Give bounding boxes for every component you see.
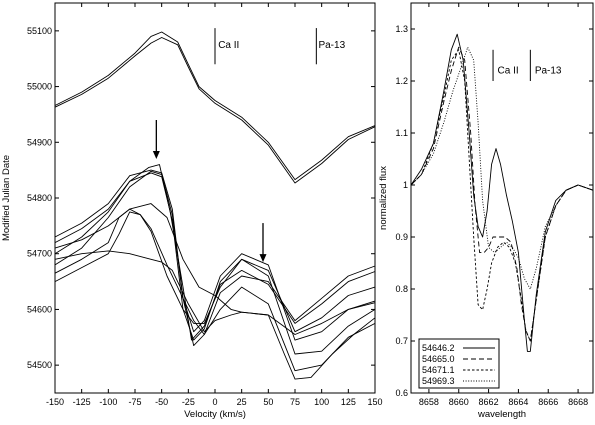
right-series-line-2 <box>410 46 594 342</box>
left-series-line-3 <box>54 164 376 341</box>
left-series-line-4 <box>54 169 376 347</box>
right-y-tick-label: 0.6 <box>395 388 408 398</box>
legend-label-1: 54646.2 <box>422 343 455 353</box>
left-x-tick-label: 125 <box>341 397 356 407</box>
right-y-tick-label: 0.8 <box>395 284 408 294</box>
right-x-tick-label: 8660 <box>449 397 469 407</box>
legend-label-3: 54671.1 <box>422 365 455 375</box>
left-x-axis-label: Velocity (km/s) <box>184 409 246 420</box>
right-x-tick-label: 8658 <box>419 397 439 407</box>
right-x-tick-label: 8664 <box>508 397 528 407</box>
left-series-line-10 <box>54 250 376 335</box>
right-plot-frame <box>410 2 594 394</box>
right-annotation-2: Pa-13 <box>535 66 562 77</box>
right-y-axis-label: normalized flux <box>378 166 389 230</box>
left-x-tick-label: 150 <box>367 397 382 407</box>
left-x-tick-label: 25 <box>237 397 247 407</box>
left-y-tick-label: 54700 <box>27 249 52 259</box>
right-ticks-group: 8658 8660 8662 8664 8666 8668 0.6 0.7 0.8 0.9 1 1.1… <box>395 3 593 407</box>
left-arrow-head-2 <box>259 254 267 263</box>
left-x-tick-label: 50 <box>263 397 273 407</box>
left-series-line-9 <box>54 203 376 380</box>
left-series-line-8 <box>54 211 376 372</box>
right-y-tick-label: 1.1 <box>395 128 408 138</box>
left-y-axis-label: Modified Julian Date <box>1 155 12 241</box>
right-x-axis-label: wavelength <box>477 409 526 420</box>
right-annotations-group: Ca II Pa-13 <box>492 49 562 81</box>
left-x-tick-label: -150 <box>46 397 64 407</box>
left-annotations-group: Ca II Pa-13 <box>152 28 346 263</box>
right-annotation-1: Ca II <box>498 66 519 77</box>
left-arrow-head-1 <box>152 151 160 159</box>
left-y-tick-label: 55000 <box>27 82 52 92</box>
left-series-line-2 <box>54 37 376 184</box>
right-x-tick-label: 8662 <box>479 397 499 407</box>
left-x-tick-label: 100 <box>314 397 329 407</box>
right-series-line-4 <box>410 46 594 290</box>
left-ticks-group: -150 -125 -100 -75 -50 -25 0 25 50 75 100 125 150 545… <box>27 3 383 407</box>
left-x-tick-label: -25 <box>182 397 195 407</box>
legend-label-2: 54665.0 <box>422 354 455 364</box>
chart-right-spectrum-panel: 8658 8660 8662 8664 8666 8668 0.6 0.7 0.8 0.9 1 1.1… <box>378 2 594 420</box>
left-x-tick-label: -100 <box>99 397 117 407</box>
right-x-tick-label: 8666 <box>538 397 558 407</box>
left-y-tick-label: 55100 <box>27 26 52 36</box>
left-y-tick-label: 54800 <box>27 193 52 203</box>
left-series-line-1 <box>54 31 376 181</box>
right-y-tick-label: 0.7 <box>395 336 408 346</box>
right-y-tick-label: 1 <box>403 180 408 190</box>
right-series-line-1 <box>410 33 594 352</box>
left-series-line-6 <box>54 170 376 341</box>
legend-label-4: 54969.3 <box>422 376 455 386</box>
left-x-tick-label: 0 <box>212 397 217 407</box>
left-series-group <box>54 31 376 380</box>
left-series-line-5 <box>54 172 376 341</box>
left-x-tick-label: -125 <box>73 397 91 407</box>
right-y-tick-label: 1.3 <box>395 24 408 34</box>
chart-left-velocity-panel: -150 -125 -100 -75 -50 -25 0 25 50 75 100 125 150 545… <box>1 2 383 420</box>
right-series-group <box>410 33 594 352</box>
left-series-line-7 <box>54 208 376 355</box>
left-x-tick-label: -75 <box>128 397 141 407</box>
right-series-line-3 <box>410 49 594 342</box>
right-y-tick-label: 1.2 <box>395 76 408 86</box>
left-x-tick-label: 75 <box>290 397 300 407</box>
right-y-tick-label: 0.9 <box>395 232 408 242</box>
right-x-tick-label: 8668 <box>568 397 588 407</box>
left-annotation-1: Ca II <box>218 40 239 51</box>
left-y-tick-label: 54600 <box>27 304 52 314</box>
left-y-tick-label: 54500 <box>27 360 52 370</box>
legend-box <box>418 338 500 389</box>
left-y-tick-label: 54900 <box>27 137 52 147</box>
left-annotation-2: Pa-13 <box>318 40 345 51</box>
left-x-tick-label: -50 <box>155 397 168 407</box>
